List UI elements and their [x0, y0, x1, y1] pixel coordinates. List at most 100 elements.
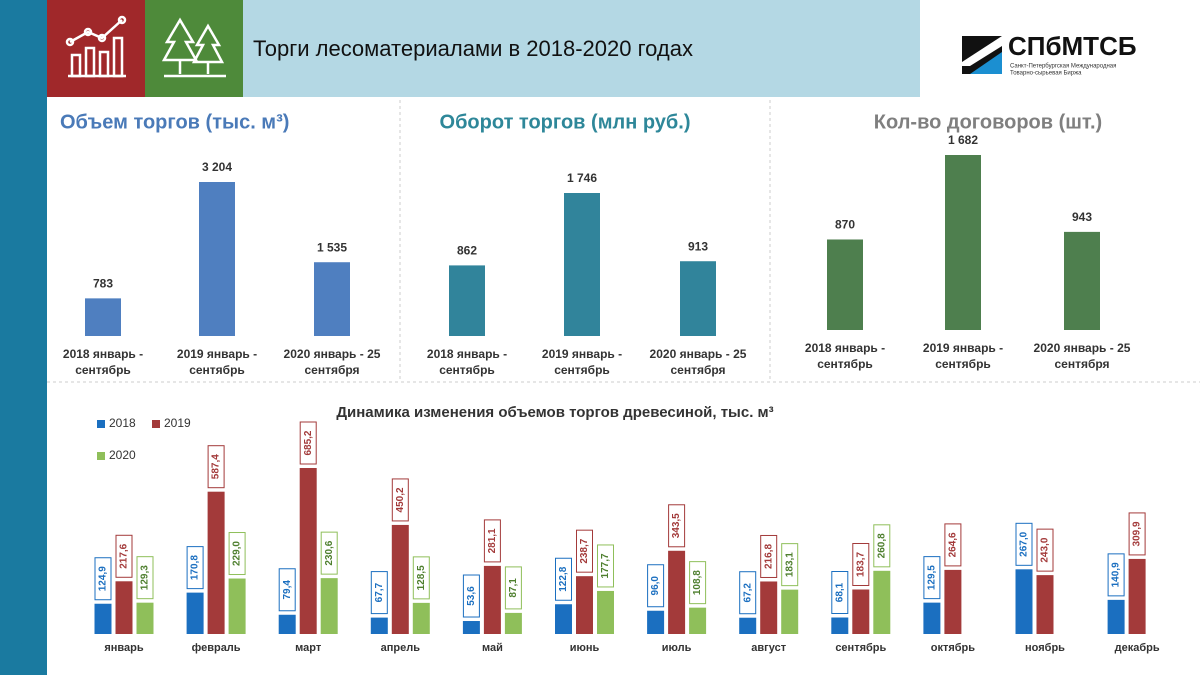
chart-icon: [65, 15, 127, 78]
value-label: 783: [93, 277, 113, 291]
value-label: 183,7: [855, 552, 866, 577]
value-label: 1 535: [317, 240, 347, 254]
value-label-box: [668, 504, 686, 548]
value-label-box: [115, 534, 133, 578]
value-label: 230,6: [324, 540, 335, 565]
value-label: 1 746: [567, 171, 597, 185]
bar: [923, 602, 941, 634]
bar: [689, 607, 707, 634]
x-tick-label: 2020 январь - 25 сентября: [283, 347, 381, 377]
legend-swatch: [97, 420, 105, 428]
bar: [115, 581, 133, 634]
bar: [668, 550, 686, 634]
bar: [944, 569, 962, 634]
value-label: 129,3: [140, 565, 151, 590]
x-tick-label: 2018 январь - сентябрь: [804, 341, 886, 371]
value-label-box: [136, 556, 154, 600]
value-label-box: [781, 543, 799, 587]
bar: [1064, 231, 1100, 330]
value-label-box: [186, 546, 204, 590]
bar: [781, 589, 799, 634]
bar: [555, 604, 572, 634]
bar: [228, 578, 246, 634]
logo-mark: [970, 52, 1002, 74]
legend-swatch: [97, 452, 105, 460]
legend-label: 2019: [164, 416, 191, 430]
chart-title: Оборот торгов (млн руб.): [440, 111, 691, 133]
value-label: 53,6: [466, 586, 477, 606]
value-label-box: [320, 531, 338, 575]
value-label: 79,4: [282, 580, 293, 600]
value-label: 140,9: [1111, 562, 1122, 587]
chart-title: Кол-во договоров (шт.): [874, 111, 1102, 133]
value-label-box: [647, 564, 665, 608]
bar: [504, 612, 522, 634]
bar: [873, 570, 891, 634]
x-tick-label: 2019 январь - сентябрь: [176, 347, 258, 377]
bar: [1015, 569, 1033, 634]
value-label: 343,5: [671, 513, 682, 538]
value-label-box: [739, 571, 757, 615]
bar: [136, 602, 154, 634]
x-tick-label: март: [295, 642, 322, 654]
x-tick-label: апрель: [381, 642, 421, 654]
value-label: 238,7: [579, 538, 590, 563]
value-label-box: [760, 534, 778, 578]
logo: СПбМТСБ Санкт-Петербургская Международна…: [962, 31, 1137, 77]
chart-title: Динамика изменения объемов торгов древес…: [336, 404, 773, 421]
bar: [831, 617, 849, 634]
value-label: 128,5: [416, 565, 427, 590]
value-label: 216,8: [763, 544, 774, 569]
x-tick-label: июль: [662, 642, 692, 654]
slide-title: Торги лесоматериалами в 2018-2020 годах: [253, 36, 693, 61]
chart-title: Объем торгов (тыс. м³): [60, 111, 289, 133]
value-label: 124,9: [98, 566, 109, 591]
x-tick-label: 2018 январь - сентябрь: [426, 347, 508, 377]
value-label-box: [1128, 512, 1146, 556]
value-label: 264,6: [948, 532, 959, 557]
value-label: 862: [457, 244, 477, 258]
value-label-box: [228, 532, 246, 576]
bar: [462, 621, 480, 634]
header-band: [243, 0, 920, 97]
bar: [207, 491, 225, 634]
x-tick-label: декабрь: [1115, 642, 1160, 654]
value-label-box: [207, 445, 225, 489]
bar: [597, 590, 614, 634]
icon-box: [145, 0, 243, 97]
value-label: 122,8: [558, 566, 569, 591]
bar: [760, 581, 778, 634]
value-label-box: [370, 571, 388, 615]
value-label: 170,8: [190, 555, 201, 580]
value-label: 281,1: [487, 528, 498, 553]
value-label-box: [689, 561, 707, 605]
bar: [852, 589, 870, 634]
trees-icon: [161, 17, 226, 78]
value-label: 229,0: [232, 541, 243, 566]
value-label-box: [597, 544, 614, 588]
value-label: 913: [688, 239, 708, 253]
value-label: 67,2: [742, 583, 753, 603]
bar: [412, 602, 430, 634]
value-label: 129,5: [927, 565, 938, 590]
value-label: 243,0: [1040, 537, 1051, 562]
legend-label: 2018: [109, 416, 136, 430]
bar: [449, 265, 485, 336]
side-stripe: [0, 0, 47, 675]
x-tick-label: 2020 январь - 25 сентября: [1033, 341, 1131, 371]
bar: [320, 578, 338, 634]
x-tick-label: февраль: [192, 642, 241, 654]
x-tick-label: 2018 январь - сентябрь: [62, 347, 144, 377]
value-label: 309,9: [1132, 521, 1143, 546]
bar: [278, 614, 296, 634]
bar: [647, 610, 665, 634]
value-label: 68,1: [834, 582, 845, 602]
value-label-box: [391, 478, 409, 522]
bar: [564, 193, 600, 336]
bar: [827, 239, 863, 330]
value-label-box: [873, 524, 891, 568]
value-label: 870: [835, 218, 855, 232]
value-label-box: [278, 568, 296, 612]
bar: [391, 524, 409, 634]
